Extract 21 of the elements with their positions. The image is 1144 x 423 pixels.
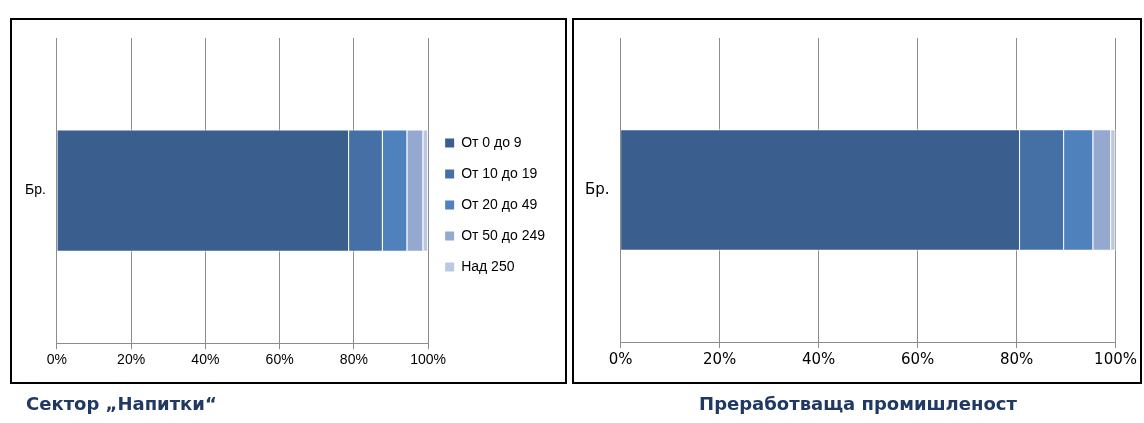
legend-label: От 20 до 49 (461, 195, 538, 212)
x-tick-label: 40% (801, 349, 836, 368)
text: Сектор „Напитки“ (26, 393, 217, 414)
legend-label: Над 250 (461, 257, 515, 274)
x-tick-label: 40% (191, 351, 220, 368)
x-tick-label: 20% (702, 349, 737, 368)
y-tick-label: Бр. (584, 179, 610, 198)
x-tick-label: 20% (117, 351, 146, 368)
x-tick-label: 0% (608, 349, 633, 368)
x-tick-label: 0% (46, 351, 67, 368)
x-tick-label: 60% (900, 349, 935, 368)
legend-label: От 50 до 249 (461, 226, 546, 243)
y-tick-label: Бр. (24, 181, 46, 198)
x-tick-label: 80% (339, 351, 368, 368)
x-tick-label: 60% (265, 351, 294, 368)
text: Преработваща промишленост (698, 393, 1018, 414)
x-tick-label: 80% (999, 349, 1034, 368)
x-tick-label: 100% (410, 351, 447, 368)
legend-label: От 10 до 19 (461, 164, 538, 181)
legend-label: От 0 до 9 (461, 133, 522, 150)
x-tick-label: 100% (1094, 349, 1137, 368)
